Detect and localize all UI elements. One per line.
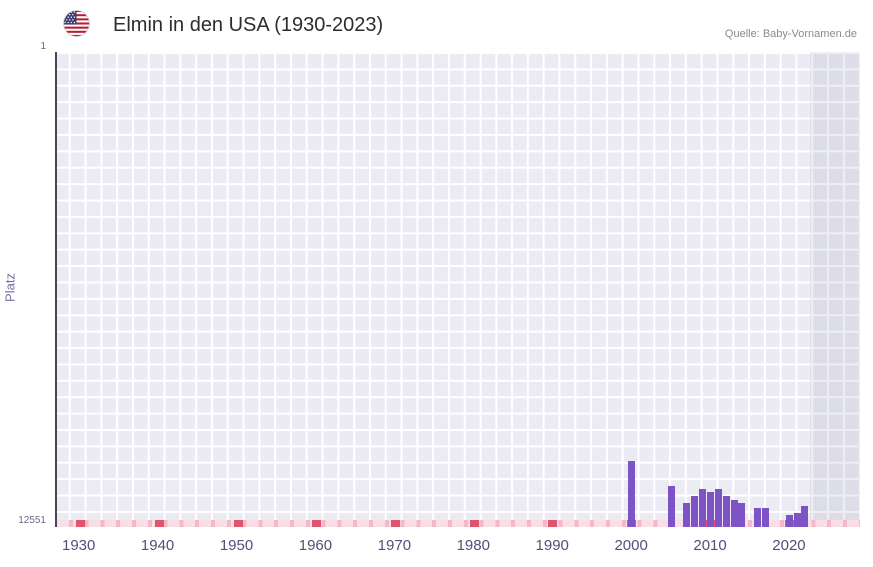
bar-2005[interactable] [667, 486, 675, 527]
bar-2010[interactable] [706, 492, 714, 527]
recent-years-highlight-band [809, 52, 860, 527]
bar-2014[interactable] [738, 503, 746, 527]
x-axis-tick-labels: 1930 1940 1950 1960 1970 1980 1990 2000 2010 2020 [55, 537, 860, 559]
x-tick-label-1990: 1990 [535, 537, 569, 554]
x-tick-label-1930: 1930 [61, 537, 96, 554]
x-tick-label-1950: 1950 [219, 537, 254, 554]
bar-2011[interactable] [714, 489, 722, 527]
bar-2022[interactable] [801, 506, 809, 527]
bar-2013[interactable] [730, 500, 738, 527]
bar-2000[interactable] [628, 461, 636, 527]
x-tick-label-1940: 1940 [140, 537, 175, 554]
y-tick-top: 1 [40, 41, 46, 52]
bar-2016[interactable] [754, 508, 762, 527]
bar-2021[interactable] [793, 512, 801, 527]
x-axis-baseline [57, 520, 860, 527]
y-tick-bottom: 12551 [18, 515, 46, 526]
source-label: Quelle: Baby-Vornamen.de [724, 28, 857, 40]
decade-tick-marker-1960 [312, 520, 322, 527]
x-tick-label-2010: 2010 [693, 537, 727, 554]
bar-2009[interactable] [699, 489, 707, 527]
plot-area[interactable] [55, 52, 860, 527]
x-tick-label-1970: 1970 [377, 537, 412, 554]
us-flag-icon [63, 10, 90, 37]
bar-2017[interactable] [762, 508, 770, 527]
x-tick-label-2000: 2000 [614, 537, 648, 554]
bar-2020[interactable] [785, 514, 793, 527]
x-tick-label-1980: 1980 [456, 537, 490, 554]
decade-tick-marker-1950 [233, 520, 243, 527]
bar-2007[interactable] [683, 503, 691, 527]
decade-tick-marker-1990 [548, 520, 558, 527]
y-axis-title: Platz [2, 273, 18, 302]
decade-tick-marker-1970 [391, 520, 401, 527]
chart-title: Elmin in den USA (1930-2023) [113, 14, 384, 36]
bar-2008[interactable] [691, 495, 699, 527]
decade-tick-marker-1980 [469, 520, 479, 527]
bar-2012[interactable] [722, 495, 730, 527]
x-tick-label-2020: 2020 [772, 537, 806, 554]
decade-tick-marker-1940 [154, 520, 164, 527]
decade-tick-marker-1930 [76, 520, 86, 527]
x-tick-label-1960: 1960 [298, 537, 333, 554]
